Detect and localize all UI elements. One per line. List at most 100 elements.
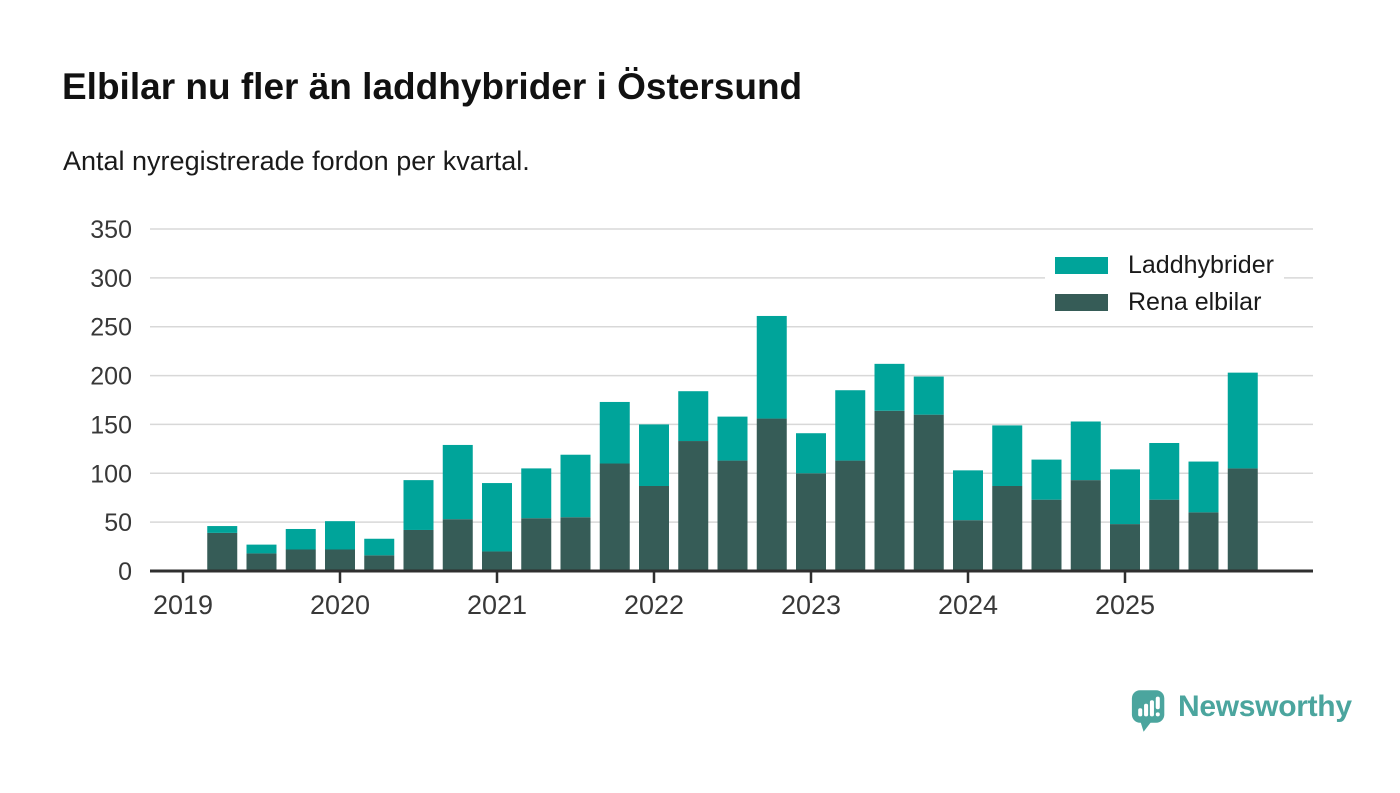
bar-segment-laddhybrider xyxy=(1031,459,1062,500)
bar-2021-k4 xyxy=(599,401,630,571)
bar-segment-rena-elbilar xyxy=(639,485,669,571)
bar-segment-rena-elbilar xyxy=(325,549,355,571)
bar-segment-rena-elbilar xyxy=(560,517,591,571)
bar-segment-laddhybrider xyxy=(482,483,512,552)
bar-segment-rena-elbilar xyxy=(1110,524,1140,571)
bar-segment-laddhybrider xyxy=(599,401,630,464)
x-tick-label: 2021 xyxy=(467,590,527,620)
bar-segment-rena-elbilar xyxy=(285,549,316,571)
bar-segment-rena-elbilar xyxy=(207,532,238,571)
bar-2023-k2 xyxy=(835,390,866,571)
bar-segment-rena-elbilar xyxy=(521,518,552,571)
bar-segment-laddhybrider xyxy=(796,433,826,474)
bar-2025-k2 xyxy=(1149,442,1180,571)
bar-2025-k3 xyxy=(1188,461,1219,571)
bar-segment-laddhybrider xyxy=(403,480,434,530)
x-tick-label: 2024 xyxy=(938,590,998,620)
bar-segment-rena-elbilar xyxy=(442,519,473,571)
bar-2021-k3 xyxy=(560,454,591,571)
bar-segment-laddhybrider xyxy=(325,521,355,550)
bar-segment-laddhybrider xyxy=(1110,469,1140,525)
bar-segment-laddhybrider xyxy=(442,444,473,520)
bar-segment-rena-elbilar xyxy=(992,485,1023,571)
bar-2025-k4 xyxy=(1227,372,1258,571)
bar-2020-k1 xyxy=(325,521,355,571)
bar-2021-k1 xyxy=(482,483,512,571)
y-tick-label: 200 xyxy=(90,363,132,391)
x-axis-ticks xyxy=(181,571,1127,583)
bar-2022-k4 xyxy=(756,315,787,571)
bar-segment-rena-elbilar xyxy=(1188,512,1219,571)
legend-swatch-rena-elbilar xyxy=(1055,294,1108,311)
bar-segment-rena-elbilar xyxy=(364,555,395,571)
bar-2020-k4 xyxy=(442,444,473,571)
bar-segment-laddhybrider xyxy=(207,526,238,533)
bar-segment-laddhybrider xyxy=(874,363,905,411)
legend-swatch-laddhybrider xyxy=(1055,257,1108,274)
y-tick-label: 300 xyxy=(90,265,132,293)
bar-segment-laddhybrider xyxy=(639,424,669,486)
bar-2024-k1 xyxy=(953,470,983,571)
bar-2024-k2 xyxy=(992,425,1023,571)
bar-segment-laddhybrider xyxy=(678,391,709,442)
bar-2019-k2 xyxy=(207,526,238,571)
bar-2020-k3 xyxy=(403,480,434,571)
bar-2025-k1 xyxy=(1110,469,1140,571)
bar-segment-laddhybrider xyxy=(835,390,866,461)
legend-label-rena-elbilar: Rena elbilar xyxy=(1128,288,1262,316)
x-tick-label: 2025 xyxy=(1095,590,1155,620)
bar-2023-k4 xyxy=(913,376,944,571)
bar-segment-rena-elbilar xyxy=(796,473,826,571)
x-tick-label: 2023 xyxy=(781,590,841,620)
bar-segment-laddhybrider xyxy=(364,538,395,556)
y-tick-label: 100 xyxy=(90,460,132,488)
bar-segment-rena-elbilar xyxy=(756,418,787,571)
y-axis-labels: 0 50 100 150 200 250 300 350 xyxy=(90,216,132,586)
bar-segment-laddhybrider xyxy=(1227,372,1258,469)
bar-segment-rena-elbilar xyxy=(599,463,630,571)
bar-segment-rena-elbilar xyxy=(482,551,512,571)
legend: Laddhybrider Rena elbilar xyxy=(1045,247,1284,323)
y-tick-label: 250 xyxy=(90,314,132,342)
bar-segment-laddhybrider xyxy=(1070,421,1101,481)
x-tick-label: 2019 xyxy=(153,590,213,620)
bar-2019-k4 xyxy=(285,528,316,571)
bar-segment-laddhybrider xyxy=(1188,461,1219,513)
y-tick-label: 350 xyxy=(90,216,132,244)
bar-segment-rena-elbilar xyxy=(403,529,434,571)
bar-2019-k3 xyxy=(246,544,277,571)
bar-segment-rena-elbilar xyxy=(1031,499,1062,571)
bar-segment-laddhybrider xyxy=(756,315,787,419)
bar-segment-laddhybrider xyxy=(1149,442,1180,500)
bar-2024-k4 xyxy=(1070,421,1101,571)
bar-segment-laddhybrider xyxy=(717,416,748,461)
bar-2023-k1 xyxy=(796,433,826,571)
bar-2020-k2 xyxy=(364,538,395,571)
bar-segment-laddhybrider xyxy=(246,544,277,554)
bar-2022-k2 xyxy=(678,391,709,571)
bar-segment-laddhybrider xyxy=(992,425,1023,486)
bar-segment-laddhybrider xyxy=(285,528,316,550)
bar-2021-k2 xyxy=(521,468,552,571)
bar-segment-laddhybrider xyxy=(521,468,552,519)
newsworthy-logo: Newsworthy xyxy=(1131,689,1352,733)
bar-segment-rena-elbilar xyxy=(953,520,983,571)
newsworthy-bubble-chart-icon xyxy=(1131,690,1165,732)
bar-segment-laddhybrider xyxy=(913,376,944,415)
bar-segment-rena-elbilar xyxy=(835,460,866,571)
legend-item-laddhybrider: Laddhybrider xyxy=(1055,251,1274,280)
bar-segment-laddhybrider xyxy=(953,470,983,521)
bar-segment-rena-elbilar xyxy=(1070,480,1101,571)
bar-segment-rena-elbilar xyxy=(1227,468,1258,571)
bars xyxy=(207,315,1258,571)
x-tick-label: 2022 xyxy=(624,590,684,620)
bar-2023-k3 xyxy=(874,363,905,571)
legend-label-laddhybrider: Laddhybrider xyxy=(1128,251,1274,279)
bar-segment-rena-elbilar xyxy=(874,410,905,571)
bar-2022-k3 xyxy=(717,416,748,571)
bar-segment-rena-elbilar xyxy=(1149,499,1180,571)
chart-title: Elbilar nu fler än laddhybrider i Östers… xyxy=(62,66,803,107)
bar-segment-rena-elbilar xyxy=(717,460,748,571)
legend-item-rena-elbilar: Rena elbilar xyxy=(1055,288,1274,317)
